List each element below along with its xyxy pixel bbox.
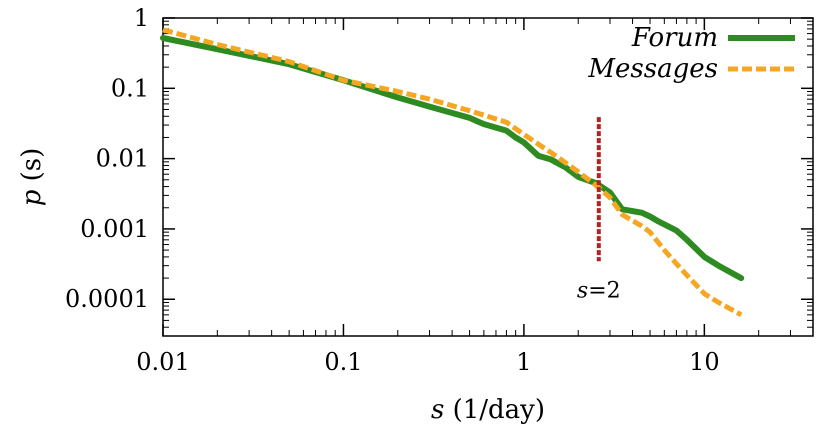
y-axis-label: p (s) [17, 148, 47, 207]
series-lines [160, 27, 745, 317]
x-tick-label: 1 [516, 348, 531, 376]
y-tick-label: 0.1 [111, 74, 149, 102]
threshold-label: s=2 [577, 278, 621, 303]
y-tick-label: 1 [134, 4, 149, 32]
x-tick-label: 0.1 [324, 348, 362, 376]
x-tick-label: 0.01 [136, 348, 189, 376]
legend-label-forum: Forum [631, 23, 718, 53]
y-tick-label: 0.0001 [65, 285, 149, 313]
y-tick-label: 0.001 [80, 215, 149, 243]
legend: Forum Messages [587, 23, 795, 84]
x-tick-label: 10 [689, 348, 720, 376]
legend-label-messages: Messages [587, 54, 718, 84]
series-line-messages [162, 27, 743, 317]
plot-frame [162, 17, 814, 337]
series-line-forum [160, 35, 745, 282]
annotations: s=2 [577, 117, 621, 303]
axis-ticks: 0.01 0.1 1 10 1 0.1 0.01 0.001 0.0001 [65, 4, 814, 376]
y-tick-label: 0.01 [96, 145, 149, 173]
x-axis-label: s (1/day) [431, 395, 545, 425]
